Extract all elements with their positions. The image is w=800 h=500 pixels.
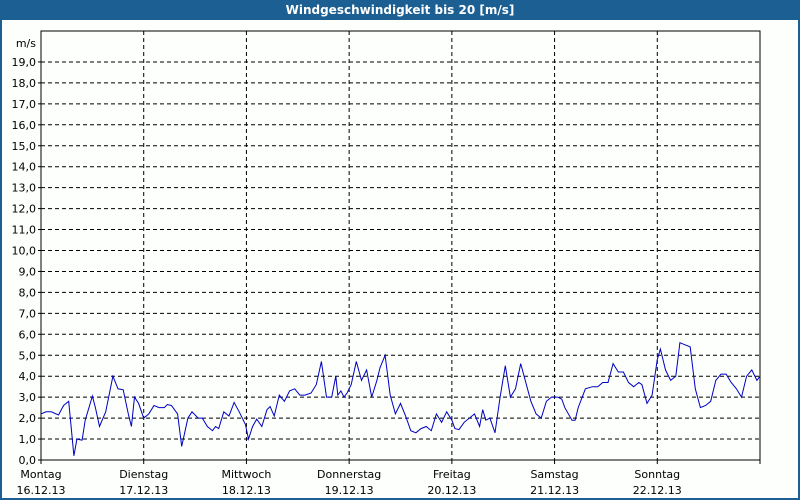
y-tick-label: 13,0 bbox=[12, 182, 37, 195]
chart-title: Windgeschwindigkeit bis 20 [m/s] bbox=[285, 3, 515, 17]
y-tick-label: 11,0 bbox=[12, 224, 37, 237]
x-tick-day: Dienstag bbox=[119, 468, 168, 481]
x-axis: Montag 16.12.13 Dienstag 17.12.13 Mittwoch 18… bbox=[17, 460, 761, 497]
x-tick-date: 21.12.13 bbox=[530, 484, 579, 497]
x-tick-date: 19.12.13 bbox=[325, 484, 374, 497]
y-tick-label: 16,0 bbox=[12, 119, 37, 132]
chart-panel: 0,0 1,0 2,0 3,0 4,0 5,0 6,0 7,0 8,0 9,0 10,0 11,0 12… bbox=[2, 20, 798, 498]
x-tick-day: Montag bbox=[20, 468, 61, 481]
y-tick-label: 8,0 bbox=[19, 286, 37, 299]
grid-lines bbox=[41, 31, 760, 460]
y-tick-label: 6,0 bbox=[19, 328, 37, 341]
wind-speed-chart: 0,0 1,0 2,0 3,0 4,0 5,0 6,0 7,0 8,0 9,0 10,0 11,0 12… bbox=[12, 30, 761, 497]
chart-title-bar: Windgeschwindigkeit bis 20 [m/s] bbox=[0, 0, 800, 20]
x-tick-date: 18.12.13 bbox=[222, 484, 271, 497]
y-tick-label: 3,0 bbox=[19, 391, 37, 404]
x-tick-day: Mittwoch bbox=[221, 468, 271, 481]
x-tick-date: 17.12.13 bbox=[119, 484, 168, 497]
y-tick-label: 19,0 bbox=[12, 56, 37, 69]
y-tick-label: 14,0 bbox=[12, 161, 37, 174]
plot-frame bbox=[40, 30, 761, 461]
x-tick-day: Donnerstag bbox=[317, 468, 381, 481]
y-tick-label: 9,0 bbox=[19, 265, 37, 278]
y-tick-label: 12,0 bbox=[12, 203, 37, 216]
x-tick-day: Sonntag bbox=[634, 468, 680, 481]
wind-speed-line bbox=[40, 341, 761, 456]
y-tick-label: 18,0 bbox=[12, 77, 37, 90]
x-tick-date: 16.12.13 bbox=[17, 484, 66, 497]
y-tick-label: 2,0 bbox=[19, 412, 37, 425]
y-tick-label: 4,0 bbox=[19, 370, 37, 383]
x-tick-date: 22.12.13 bbox=[633, 484, 682, 497]
y-axis-unit: m/s bbox=[16, 37, 36, 50]
x-tick-day: Freitag bbox=[433, 468, 471, 481]
y-tick-label: 17,0 bbox=[12, 98, 37, 111]
y-tick-label: 15,0 bbox=[12, 140, 37, 153]
x-tick-date: 20.12.13 bbox=[427, 484, 476, 497]
y-tick-label: 0,0 bbox=[19, 454, 37, 467]
y-axis: 0,0 1,0 2,0 3,0 4,0 5,0 6,0 7,0 8,0 9,0 10,0 11,0 12… bbox=[12, 37, 41, 467]
x-tick-day: Samstag bbox=[530, 468, 578, 481]
y-tick-label: 1,0 bbox=[19, 433, 37, 446]
y-tick-label: 10,0 bbox=[12, 245, 37, 258]
y-tick-label: 7,0 bbox=[19, 307, 37, 320]
y-tick-label: 5,0 bbox=[19, 349, 37, 362]
